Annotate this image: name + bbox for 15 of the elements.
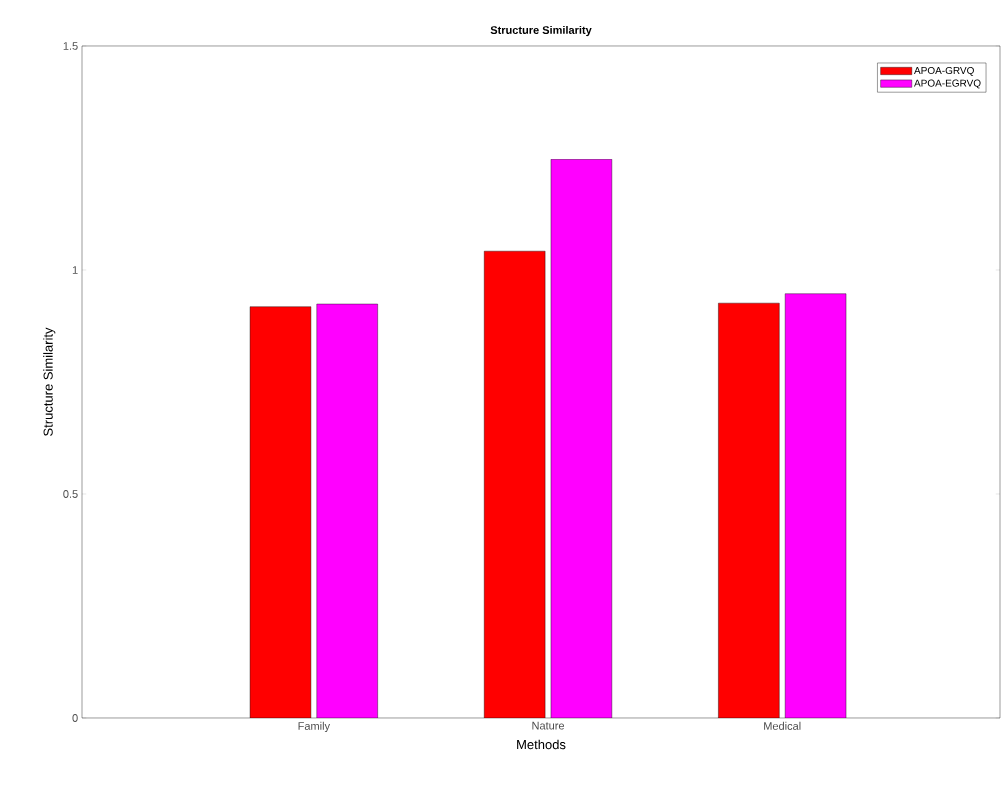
x-tick-label: Nature — [532, 721, 565, 730]
bar — [249, 306, 312, 718]
legend-label: APOA-GRVQ — [914, 66, 974, 76]
y-tick-label: 1.5 — [63, 42, 78, 50]
bar — [718, 302, 780, 718]
y-axis-title: Structure Similarity — [43, 327, 56, 436]
x-axis-title: Methods — [517, 739, 566, 750]
y-tick-label: 0 — [72, 714, 78, 722]
bar — [484, 250, 546, 718]
legend-label: APOA-EGRVQ — [914, 79, 981, 89]
y-tick-label: 1 — [72, 266, 78, 274]
chart-title: Structure Similarity — [490, 25, 592, 37]
y-tick-label: 0.5 — [63, 490, 78, 498]
x-tick-label: Medical — [764, 721, 801, 730]
x-tick-label: Family — [298, 721, 331, 733]
